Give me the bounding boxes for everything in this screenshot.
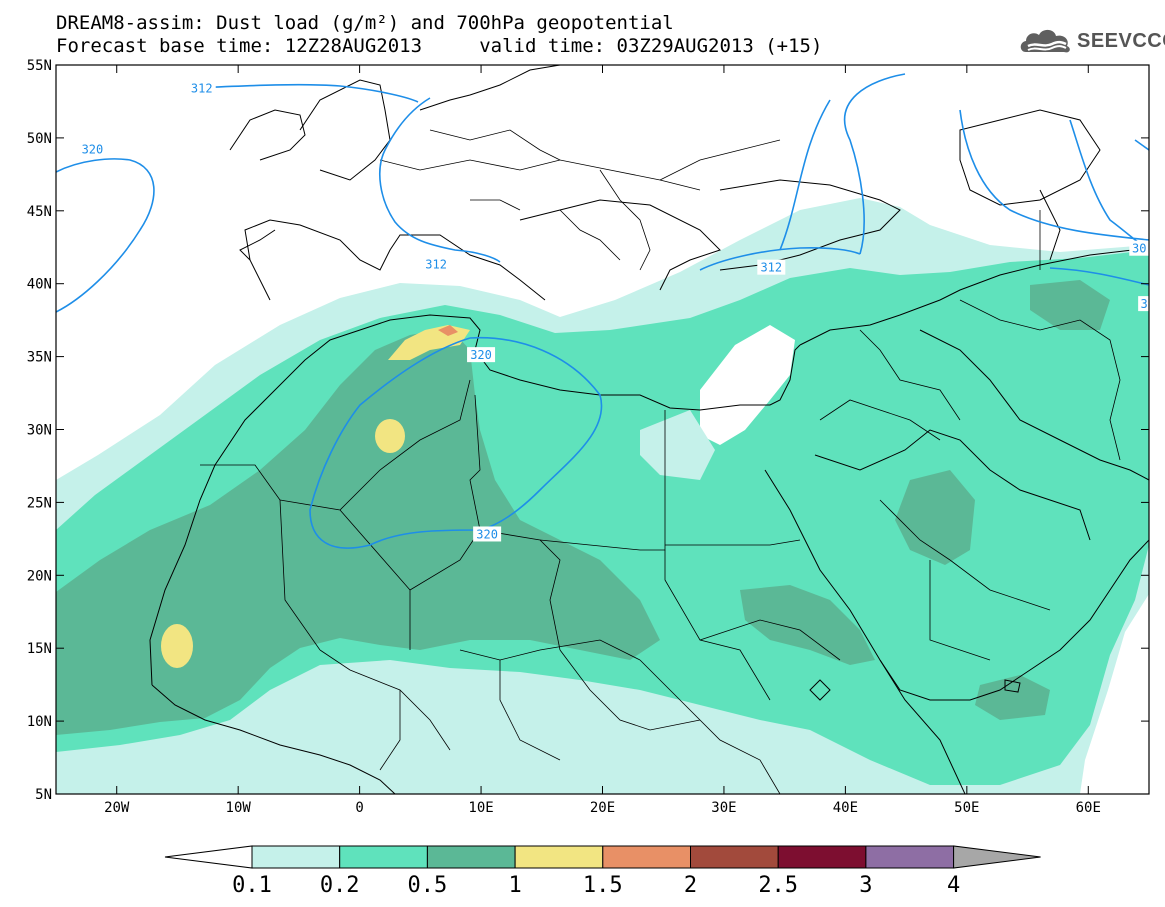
borders	[200, 129, 1121, 794]
contour-label-bg	[473, 526, 502, 542]
lon-tick-label: 20W	[104, 800, 130, 816]
dust-clear-egypt	[700, 325, 795, 445]
lon-tick-label: 60E	[1076, 800, 1101, 816]
contour-label: 30	[1132, 242, 1146, 256]
legend-label: 2.5	[758, 873, 798, 898]
legend-label: 2	[684, 873, 697, 898]
contour-east-top	[1134, 139, 1149, 151]
contour-312-black-sea	[843, 73, 906, 255]
contour-label-bg	[467, 347, 496, 363]
lat-tick-label: 50N	[27, 131, 52, 147]
dust-band-0-2	[56, 250, 1149, 785]
color-legend: 0.1 0.2 0.5 1 1.5 2 2.5 3 4	[164, 845, 1041, 898]
dust-patch-1-5-algeria	[438, 325, 458, 336]
legend-swatch	[514, 845, 604, 869]
legend-swatch	[602, 845, 691, 869]
contour-312-europe	[379, 97, 501, 263]
brand-text: SEEVCCC	[1077, 29, 1165, 52]
map-axes: 55N 50N 45N 40N 35N 30N 25N 20N 15N 10N 5N 20W 10W 0 1…	[27, 58, 1149, 816]
contour-label: 3	[1141, 297, 1148, 311]
lat-tick-label: 25N	[27, 495, 52, 511]
contour-label: 312	[425, 258, 447, 272]
legend-swatch	[777, 845, 867, 869]
contour-label: 312	[191, 81, 213, 95]
lat-tick-label: 20N	[27, 568, 52, 584]
contour-label-bg	[1129, 240, 1149, 256]
contour-312-central-asia	[779, 99, 831, 251]
legend-label: 3	[859, 873, 872, 898]
lat-tick-label: 5N	[35, 787, 52, 803]
forecast-time-line: Forecast base time: 12Z28AUG2013 valid t…	[56, 35, 823, 57]
lat-tick-label: 55N	[27, 58, 52, 74]
contour-label: 312	[760, 261, 782, 275]
geopotential-contours	[56, 73, 1149, 549]
legend-label: 1	[508, 873, 521, 898]
contour-label: 320	[476, 527, 498, 541]
lat-tick-label: 35N	[27, 350, 52, 366]
lon-tick-label: 40E	[833, 800, 858, 816]
legend-swatch	[426, 845, 516, 869]
lat-tick-label: 10N	[27, 714, 52, 730]
legend-label: 0.1	[232, 873, 272, 898]
legend-arrow-low	[164, 845, 253, 869]
dust-light-egypt	[640, 410, 715, 480]
lat-tick-label: 30N	[27, 423, 52, 439]
legend-swatch	[339, 845, 428, 869]
dust-patch-arabian-sea	[975, 675, 1050, 720]
contour-east-edge	[1049, 267, 1149, 286]
legend-label: 1.5	[583, 873, 623, 898]
contour-labels: 312 320 312 320 320 312 30 3	[78, 80, 1149, 542]
contour-label-bg	[78, 141, 107, 157]
lon-tick-label: 0	[355, 800, 363, 816]
lon-tick-label: 10W	[226, 800, 252, 816]
lat-tick-label: 45N	[27, 204, 52, 220]
legend-label: 0.5	[408, 873, 448, 898]
dust-patch-iran	[1030, 280, 1110, 330]
lat-tick-label: 15N	[27, 641, 52, 657]
contour-320-atlantic	[56, 158, 155, 313]
dust-patch-arabia	[895, 470, 975, 565]
dust-patch-east-africa	[740, 585, 875, 665]
contour-312-east	[699, 247, 861, 271]
dust-patch-1-0-senegal	[161, 624, 193, 668]
map-area: 312 320 312 320 320 312 30 3	[56, 65, 1149, 794]
contour-label: 320	[82, 143, 104, 157]
contour-312-caspian	[959, 109, 1149, 241]
lon-tick-label: 50E	[954, 800, 979, 816]
contour-312-north	[191, 83, 419, 103]
lat-tick-label: 40N	[27, 277, 52, 293]
contour-label-bg	[757, 259, 786, 275]
contour-label: 320	[470, 348, 492, 362]
contour-label-bg	[422, 256, 451, 272]
dust-band-0-5	[56, 328, 660, 735]
legend-swatch	[865, 845, 955, 869]
contour-label-bg	[187, 80, 216, 96]
cloud-logo-icon	[1020, 29, 1070, 53]
contour-320-sahara	[309, 336, 603, 549]
legend-swatch	[690, 845, 779, 869]
legend-swatch	[251, 845, 341, 869]
map-title: DREAM8-assim: Dust load (g/m²) and 700hP…	[56, 12, 674, 34]
brand-logo: SEEVCCC	[1018, 26, 1165, 56]
lon-tick-label: 20E	[590, 800, 615, 816]
dust-patch-1-0-sahara	[375, 419, 405, 453]
lon-tick-label: 30E	[711, 800, 736, 816]
legend-arrow-high	[953, 845, 1041, 869]
legend-label: 0.2	[320, 873, 360, 898]
lon-tick-label: 10E	[468, 800, 493, 816]
legend-label: 4	[947, 873, 960, 898]
dust-field	[56, 198, 1149, 794]
contour-label-bg	[1138, 296, 1149, 312]
